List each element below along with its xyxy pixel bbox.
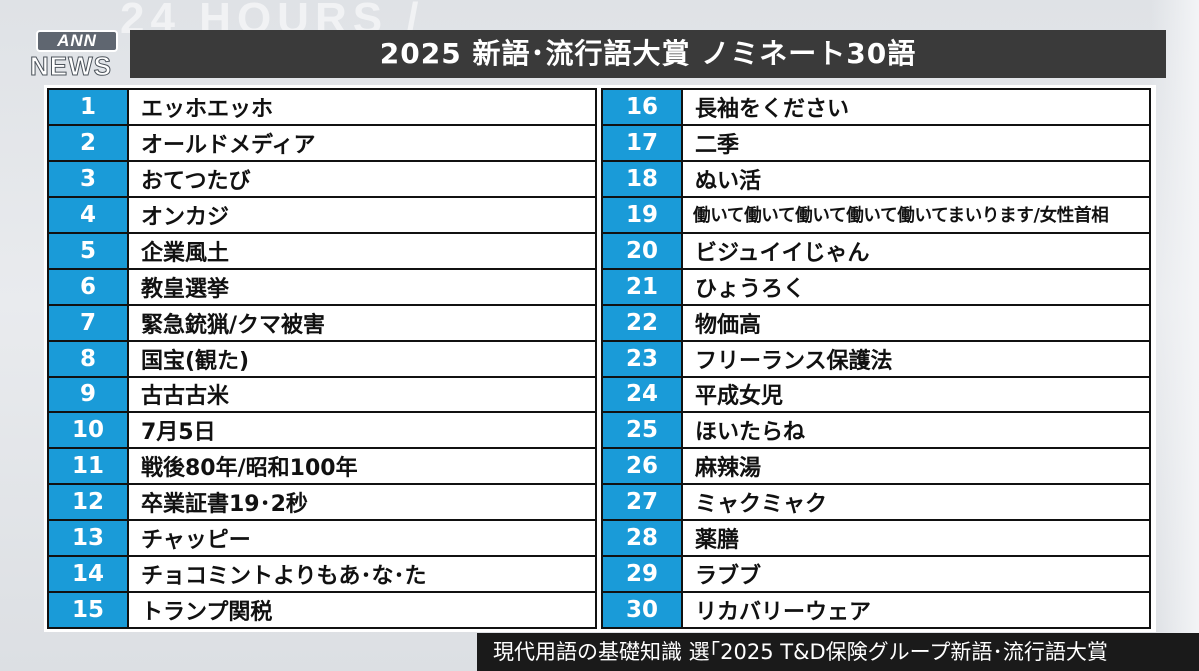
nominee-word: 企業風土 <box>129 234 595 268</box>
table-row: 23 フリーランス保護法 <box>603 342 1149 378</box>
table-row: 22 物価高 <box>603 306 1149 342</box>
table-row: 25 ほいたらね <box>603 413 1149 449</box>
table-row: 16 長袖をください <box>603 90 1149 126</box>
rank-number: 22 <box>603 306 683 340</box>
rank-number: 17 <box>603 126 683 160</box>
rank-number: 3 <box>49 162 129 196</box>
nominee-word: エッホエッホ <box>129 90 595 124</box>
nominee-word: 教皇選挙 <box>129 270 595 304</box>
rank-number: 23 <box>603 342 683 376</box>
nominee-word: オールドメディア <box>129 126 595 160</box>
nominee-board: 1 エッホエッホ 2 オールドメディア 3 おてつたび 4 オンカジ 5 企業風土 6 教皇選挙 7 緊急… <box>44 85 1156 632</box>
rank-number: 25 <box>603 413 683 447</box>
rank-number: 8 <box>49 342 129 376</box>
table-row: 4 オンカジ <box>49 198 595 234</box>
table-row: 10 7月5日 <box>49 413 595 449</box>
nominee-word: 卒業証書19･2秒 <box>129 485 595 519</box>
nominee-word: ラブブ <box>683 557 1149 591</box>
background-blur <box>1151 0 1199 671</box>
rank-number: 2 <box>49 126 129 160</box>
logo-ann-text: ANN <box>36 30 118 52</box>
nominee-word: 緊急銃猟/クマ被害 <box>129 306 595 340</box>
table-row: 27 ミャクミャク <box>603 485 1149 521</box>
rank-number: 5 <box>49 234 129 268</box>
nominee-word: 国宝(観た) <box>129 342 595 376</box>
nominee-word: 麻辣湯 <box>683 449 1149 483</box>
nominee-word: 二季 <box>683 126 1149 160</box>
rank-number: 1 <box>49 90 129 124</box>
table-row: 13 チャッピー <box>49 521 595 557</box>
rank-number: 26 <box>603 449 683 483</box>
nominee-word: ほいたらね <box>683 413 1149 447</box>
table-row: 18 ぬい活 <box>603 162 1149 198</box>
table-row: 2 オールドメディア <box>49 126 595 162</box>
table-row: 1 エッホエッホ <box>49 90 595 126</box>
rank-number: 14 <box>49 557 129 591</box>
nominee-word: 物価高 <box>683 306 1149 340</box>
nominee-word: ぬい活 <box>683 162 1149 196</box>
table-row: 26 麻辣湯 <box>603 449 1149 485</box>
rank-number: 28 <box>603 521 683 555</box>
nominee-word: ミャクミャク <box>683 485 1149 519</box>
rank-number: 12 <box>49 485 129 519</box>
logo-news-text: NEWS <box>30 52 128 80</box>
table-row: 17 二季 <box>603 126 1149 162</box>
table-row: 7 緊急銃猟/クマ被害 <box>49 306 595 342</box>
rank-number: 9 <box>49 378 129 412</box>
nominee-word: 平成女児 <box>683 378 1149 412</box>
table-row: 28 薬膳 <box>603 521 1149 557</box>
nominee-word: トランプ関税 <box>129 593 595 627</box>
rank-number: 7 <box>49 306 129 340</box>
table-row: 12 卒業証書19･2秒 <box>49 485 595 521</box>
nominee-word: ビジュイイじゃん <box>683 234 1149 268</box>
rank-number: 6 <box>49 270 129 304</box>
nominee-word: チャッピー <box>129 521 595 555</box>
rank-number: 30 <box>603 593 683 627</box>
nominee-word: 長袖をください <box>683 90 1149 124</box>
nominee-word: 働いて働いて働いて働いて働いてまいります/女性首相 <box>683 198 1149 232</box>
nominee-word: 戦後80年/昭和100年 <box>129 449 595 483</box>
rank-number: 27 <box>603 485 683 519</box>
rank-number: 15 <box>49 593 129 627</box>
nominee-word: リカバリーウェア <box>683 593 1149 627</box>
table-row: 21 ひょうろく <box>603 270 1149 306</box>
nominee-word: 薬膳 <box>683 521 1149 555</box>
table-row: 11 戦後80年/昭和100年 <box>49 449 595 485</box>
rank-number: 29 <box>603 557 683 591</box>
rank-number: 16 <box>603 90 683 124</box>
nominee-word: オンカジ <box>129 198 595 232</box>
nominee-word: ひょうろく <box>683 270 1149 304</box>
table-row: 3 おてつたび <box>49 162 595 198</box>
page-title: 2025 新語･流行語大賞 ノミネート30語 <box>130 30 1166 78</box>
rank-number: 21 <box>603 270 683 304</box>
rank-number: 4 <box>49 198 129 232</box>
rank-number: 19 <box>603 198 683 232</box>
table-row: 30 リカバリーウェア <box>603 593 1149 627</box>
nominee-word: 古古古米 <box>129 378 595 412</box>
table-row: 8 国宝(観た) <box>49 342 595 378</box>
rank-number: 10 <box>49 413 129 447</box>
table-row: 9 古古古米 <box>49 378 595 414</box>
table-row: 24 平成女児 <box>603 378 1149 414</box>
nominee-word: おてつたび <box>129 162 595 196</box>
nominee-word: チョコミントよりもあ･な･た <box>129 557 595 591</box>
table-row: 6 教皇選挙 <box>49 270 595 306</box>
caption-bar: 現代用語の基礎知識 選｢2025 T&D保険グループ新語･流行語大賞 <box>477 633 1199 671</box>
nominee-word: フリーランス保護法 <box>683 342 1149 376</box>
right-column: 16 長袖をください 17 二季 18 ぬい活 19 働いて働いて働いて働いて働いてまいります… <box>601 88 1151 629</box>
table-row: 14 チョコミントよりもあ･な･た <box>49 557 595 593</box>
rank-number: 11 <box>49 449 129 483</box>
nominee-word: 7月5日 <box>129 413 595 447</box>
rank-number: 24 <box>603 378 683 412</box>
ann-news-logo: ANN NEWS <box>30 30 128 80</box>
table-row: 19 働いて働いて働いて働いて働いてまいります/女性首相 <box>603 198 1149 234</box>
rank-number: 18 <box>603 162 683 196</box>
left-column: 1 エッホエッホ 2 オールドメディア 3 おてつたび 4 オンカジ 5 企業風土 6 教皇選挙 7 緊急… <box>47 88 597 629</box>
rank-number: 13 <box>49 521 129 555</box>
rank-number: 20 <box>603 234 683 268</box>
table-row: 20 ビジュイイじゃん <box>603 234 1149 270</box>
table-row: 5 企業風土 <box>49 234 595 270</box>
table-row: 15 トランプ関税 <box>49 593 595 627</box>
table-row: 29 ラブブ <box>603 557 1149 593</box>
